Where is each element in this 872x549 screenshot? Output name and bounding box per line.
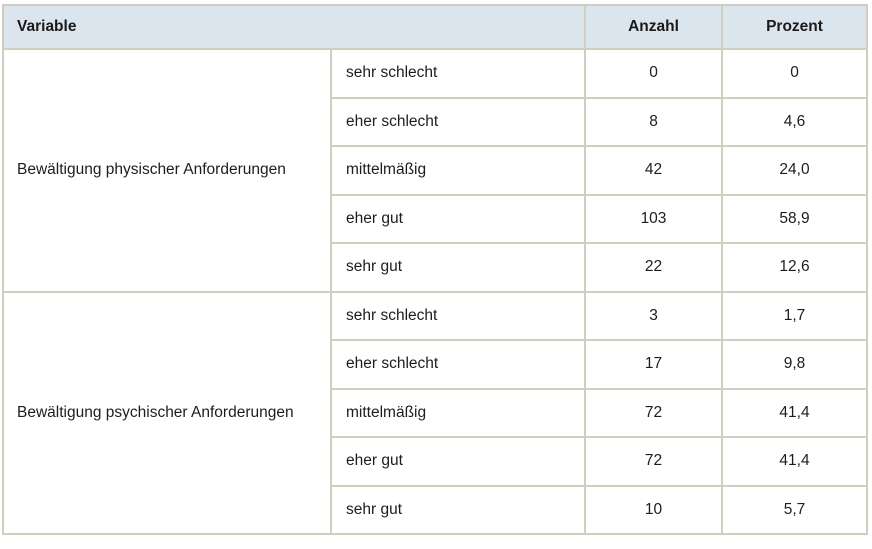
table-row: eher schlecht 8 4,6 — [3, 96, 868, 147]
anzahl-cell: 103 — [584, 193, 723, 244]
table-row: sehr gut 22 12,6 — [3, 242, 868, 293]
category-cell: eher gut — [330, 436, 586, 487]
header-row: Variable Anzahl Prozent — [2, 4, 868, 50]
table-row: Bewältigung psychischer Anforderungen se… — [2, 290, 868, 535]
table-row: Bewältigung physischer Anforderungen seh… — [2, 48, 868, 293]
anzahl-cell: 22 — [584, 242, 723, 293]
anzahl-cell: 17 — [584, 339, 723, 390]
category-cell: sehr gut — [330, 484, 586, 535]
table-body: Bewältigung physischer Anforderungen seh… — [2, 48, 868, 535]
category-cell: sehr schlecht — [330, 48, 586, 99]
anzahl-cell: 42 — [584, 145, 723, 196]
prozent-cell: 41,4 — [721, 387, 868, 438]
table-row: eher gut 72 41,4 — [3, 436, 868, 487]
category-cell: mittelmäßig — [330, 387, 586, 438]
anzahl-cell: 3 — [584, 290, 723, 341]
prozent-cell: 58,9 — [721, 193, 868, 244]
prozent-cell: 5,7 — [721, 484, 868, 535]
prozent-cell: 12,6 — [721, 242, 868, 293]
table-row: eher gut 103 58,9 — [3, 193, 868, 244]
table-row: sehr gut 10 5,7 — [3, 484, 868, 535]
category-cell: sehr schlecht — [330, 290, 586, 341]
prozent-cell: 9,8 — [721, 339, 868, 390]
category-cell: eher gut — [330, 193, 586, 244]
table-row: eher schlecht 17 9,8 — [3, 339, 868, 390]
anzahl-cell: 8 — [584, 96, 723, 147]
prozent-cell: 4,6 — [721, 96, 868, 147]
header-prozent: Prozent — [721, 4, 868, 50]
category-cell: eher schlecht — [330, 96, 586, 147]
anzahl-cell: 0 — [584, 48, 723, 99]
anzahl-cell: 72 — [584, 436, 723, 487]
table-header: Variable Anzahl Prozent — [2, 4, 868, 50]
table-row: mittelmäßig 42 24,0 — [3, 145, 868, 196]
header-variable: Variable — [2, 4, 586, 50]
category-cell: sehr gut — [330, 242, 586, 293]
prozent-cell: 1,7 — [721, 290, 868, 341]
category-cell: mittelmäßig — [330, 145, 586, 196]
prozent-cell: 24,0 — [721, 145, 868, 196]
prozent-cell: 41,4 — [721, 436, 868, 487]
group-label-psychisch: Bewältigung psychischer Anforderungen — [2, 290, 332, 535]
anzahl-cell: 10 — [584, 484, 723, 535]
table-row: mittelmäßig 72 41,4 — [3, 387, 868, 438]
anzahl-cell: 72 — [584, 387, 723, 438]
results-table: Variable Anzahl Prozent Bewältigung phys… — [2, 4, 868, 535]
prozent-cell: 0 — [721, 48, 868, 99]
category-cell: eher schlecht — [330, 339, 586, 390]
group-label-physisch: Bewältigung physischer Anforderungen — [2, 48, 332, 293]
header-anzahl: Anzahl — [584, 4, 723, 50]
